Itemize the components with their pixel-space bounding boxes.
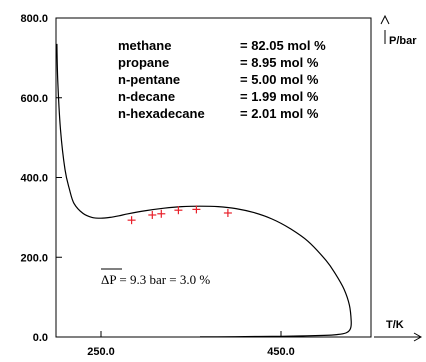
x-axis-title: T/K	[386, 319, 404, 331]
component-name: methane	[118, 38, 171, 53]
x-tick-label: 250.0	[87, 346, 115, 358]
data-point-marker	[192, 205, 201, 214]
data-point-marker	[148, 210, 157, 219]
component-name: n-hexadecane	[118, 106, 205, 121]
annotation-delta-p: ΔP	[101, 272, 116, 287]
component-value: = 2.01 mol %	[240, 106, 319, 121]
x-tick-label: 450.0	[267, 346, 295, 358]
phase-envelope-curve	[56, 43, 352, 338]
y-tick-label: 600.0	[20, 93, 48, 105]
y-axis-title: P/bar	[389, 35, 417, 47]
data-point-marker	[223, 208, 232, 217]
deviation-annotation: ΔP = 9.3 bar = 3.0 %	[101, 268, 210, 287]
component-value: = 1.99 mol %	[240, 89, 319, 104]
x-axis-ticks: 250.0 450.0	[87, 331, 295, 358]
composition-block: methane = 82.05 mol % propane = 8.95 mol…	[118, 38, 326, 121]
y-axis-ticks: 0.0 200.0 400.0 600.0 800.0	[20, 13, 62, 344]
y-tick-label: 200.0	[20, 252, 48, 264]
component-value: = 8.95 mol %	[240, 55, 319, 70]
plot-frame	[55, 17, 372, 338]
y-tick-label: 400.0	[20, 173, 48, 185]
data-point-marker	[127, 216, 136, 225]
data-point-marker	[174, 206, 183, 215]
component-name: propane	[118, 55, 169, 70]
y-tick-label: 0.0	[33, 332, 48, 344]
y-tick-label: 800.0	[20, 13, 48, 25]
data-point-marker	[157, 209, 166, 218]
annotation-text: ΔP = 9.3 bar = 3.0 %	[101, 272, 210, 287]
component-value: = 5.00 mol %	[240, 72, 319, 87]
component-name: n-pentane	[118, 72, 180, 87]
series-layer	[56, 43, 352, 338]
annotation-value: = 9.3 bar = 3.0 %	[116, 272, 210, 287]
x-axis-arrow-head	[413, 332, 423, 342]
component-value: = 82.05 mol %	[240, 38, 326, 53]
component-name: n-decane	[118, 89, 175, 104]
y-axis-arrow-head	[380, 14, 390, 25]
